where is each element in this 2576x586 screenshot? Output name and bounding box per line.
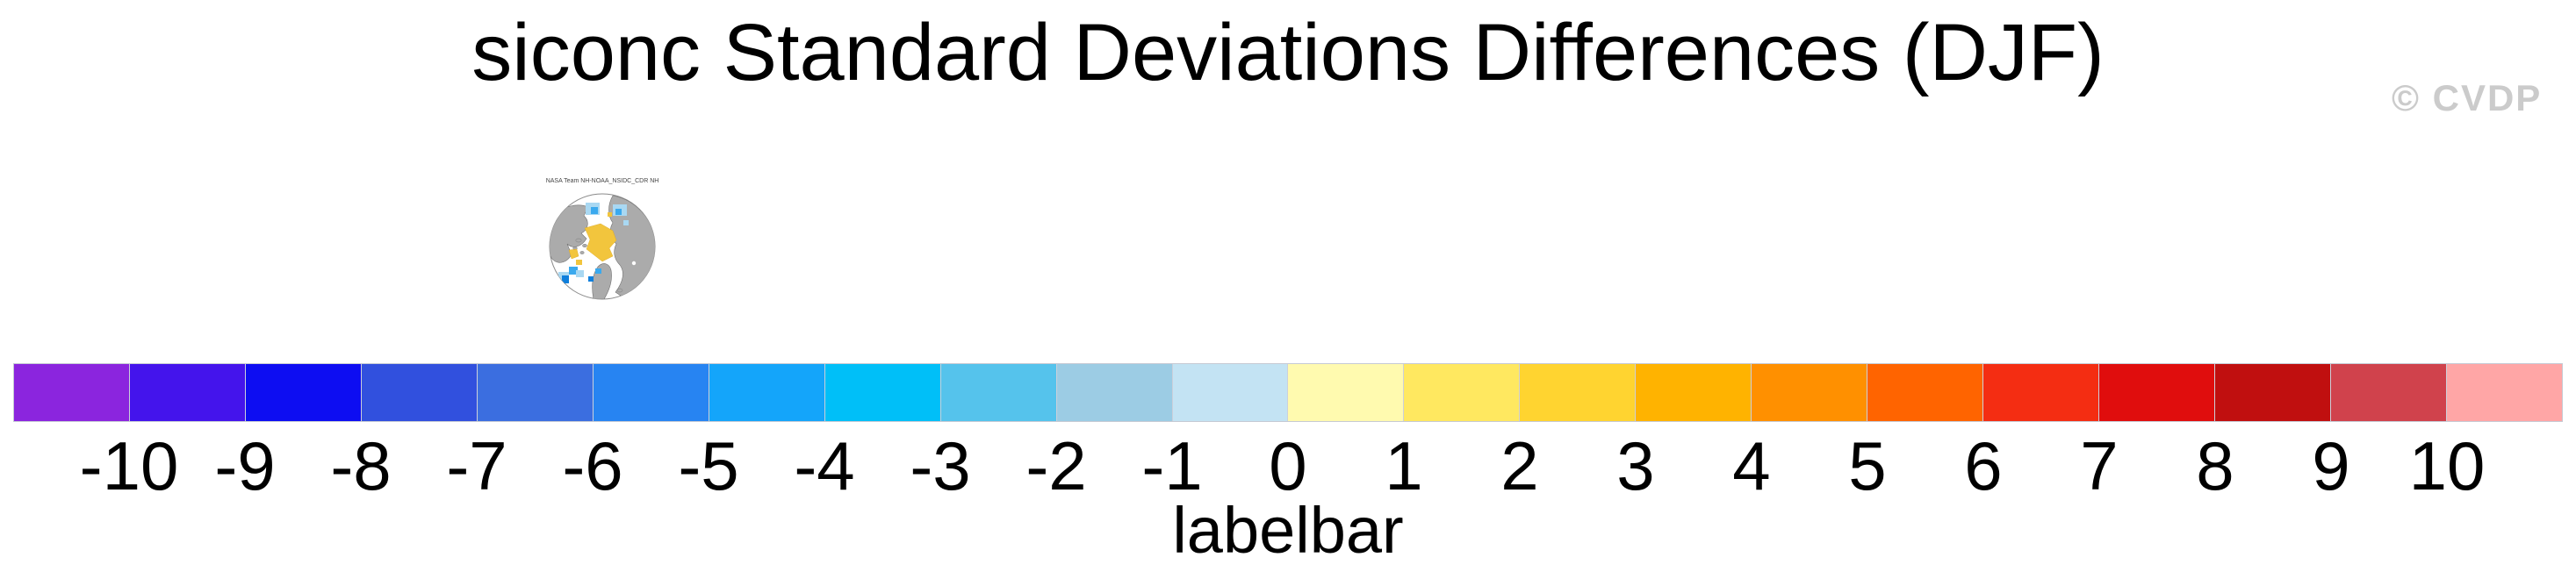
colorbar-cell (476, 364, 593, 421)
map-negative-cell (576, 270, 584, 277)
colorbar-cell (1635, 364, 1752, 421)
colorbar-tick-label: -5 (678, 427, 739, 504)
colorbar-cell (14, 364, 129, 421)
map-island (579, 251, 585, 254)
colorbar-caption: labelbar (1172, 494, 1404, 567)
colorbar-tick-label: 2 (1500, 427, 1539, 504)
colorbar (13, 363, 2563, 422)
map-negative-cell (591, 207, 598, 214)
colorbar-cell (360, 364, 477, 421)
colorbar-cell (1055, 364, 1172, 421)
polar-map-panel: NASA Team NH-NOAA_NSIDC_CDR NH (532, 177, 673, 310)
colorbar-tick-label: -3 (910, 427, 971, 504)
colorbar-tick-label: -10 (79, 427, 179, 504)
map-dataset-title: NASA Team NH-NOAA_NSIDC_CDR NH (545, 178, 659, 184)
colorbar-cell (824, 364, 940, 421)
map-negative-cell (588, 276, 594, 282)
map-negative-cell (562, 275, 569, 283)
colorbar-cell (244, 364, 361, 421)
colorbar-cell (128, 364, 245, 421)
colorbar-tick-label: 9 (2312, 427, 2350, 504)
colorbar-cell (1867, 364, 1983, 421)
cvdp-watermark: © CVDP (2392, 77, 2543, 118)
colorbar-cell (2446, 364, 2562, 421)
map-lake (631, 261, 637, 266)
colorbar-tick-label: 10 (2408, 427, 2486, 504)
colorbar-cell (1751, 364, 1867, 421)
polar-stereographic-map (549, 193, 656, 300)
page-title: siconc Standard Deviations Differences (… (471, 8, 2105, 97)
colorbar-tick-label: -9 (214, 427, 276, 504)
colorbar-cell (1982, 364, 2099, 421)
colorbar-cell (1171, 364, 1288, 421)
colorbar-tick-label: 5 (1848, 427, 1887, 504)
map-positive-anomaly-patch (584, 223, 617, 262)
colorbar-tick-label: 0 (1269, 427, 1307, 504)
colorbar-tick-label: -7 (446, 427, 507, 504)
map-island (582, 243, 587, 247)
map-island (575, 238, 582, 243)
colorbar-tick-label: 1 (1385, 427, 1423, 504)
map-positive-cell (608, 212, 612, 217)
map-positive-anomaly-lobe (568, 248, 579, 260)
colorbar-cell (1403, 364, 1520, 421)
colorbar-cell (2214, 364, 2331, 421)
colorbar-cell (708, 364, 824, 421)
colorbar-tick-label: 4 (1732, 427, 1771, 504)
colorbar-tick-labels: -10 -9 -8 -7 -6 -5 -4 -3 -2 -1 0 1 2 3 4 5 6 7 8 9 10 (0, 432, 2576, 502)
colorbar-cell (1519, 364, 1636, 421)
colorbar-tick-label: -2 (1025, 427, 1087, 504)
colorbar-tick-label: 7 (2080, 427, 2119, 504)
colorbar-tick-label: 8 (2196, 427, 2234, 504)
map-negative-cell (569, 267, 578, 275)
map-negative-cell (615, 209, 622, 215)
colorbar-cell (2330, 364, 2447, 421)
colorbar-tick-label: -4 (794, 427, 855, 504)
colorbar-tick-label: -6 (562, 427, 623, 504)
map-positive-cell (576, 260, 582, 265)
colorbar-tick-label: 3 (1616, 427, 1655, 504)
colorbar-cell (939, 364, 1056, 421)
colorbar-cell (592, 364, 709, 421)
colorbar-tick-label: -1 (1141, 427, 1203, 504)
colorbar-cell (1287, 364, 1404, 421)
colorbar-tick-label: -8 (330, 427, 392, 504)
map-negative-cell (623, 220, 629, 225)
colorbar-cell (2098, 364, 2215, 421)
map-island (616, 288, 623, 293)
colorbar-tick-label: 6 (1964, 427, 2003, 504)
map-negative-cell (595, 268, 601, 274)
